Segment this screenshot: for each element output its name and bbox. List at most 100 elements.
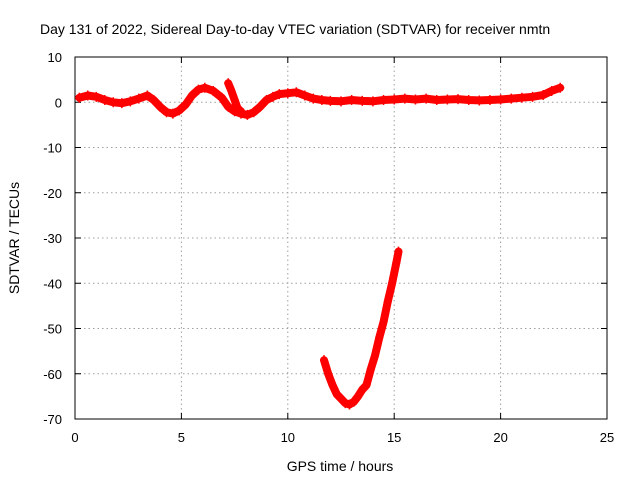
series-dip bbox=[319, 246, 403, 410]
data-point bbox=[262, 94, 271, 105]
series-trace bbox=[320, 247, 403, 409]
data-point bbox=[236, 106, 245, 117]
data-point bbox=[366, 364, 375, 375]
data-point bbox=[243, 109, 252, 120]
y-axis-label: SDTVAR / TECUs bbox=[6, 182, 22, 294]
y-tick-label: -30 bbox=[43, 231, 62, 246]
data-point bbox=[100, 94, 109, 105]
y-tick-label: -10 bbox=[43, 141, 62, 156]
data-point bbox=[379, 94, 388, 105]
data-point bbox=[309, 93, 318, 104]
series-layer bbox=[75, 78, 565, 410]
data-point bbox=[162, 107, 171, 118]
data-point bbox=[422, 93, 431, 104]
data-point bbox=[362, 380, 371, 391]
data-point bbox=[194, 84, 203, 95]
data-point bbox=[394, 246, 403, 257]
data-point bbox=[134, 93, 143, 104]
y-tick-label: 10 bbox=[48, 50, 62, 65]
data-point bbox=[92, 91, 101, 102]
data-point bbox=[337, 393, 345, 404]
data-point bbox=[349, 396, 358, 407]
data-point bbox=[126, 96, 135, 107]
x-axis-label: GPS time / hours bbox=[287, 458, 394, 474]
y-tick-label: -50 bbox=[43, 322, 62, 337]
y-tick-label: -40 bbox=[43, 276, 62, 291]
data-point bbox=[319, 355, 328, 366]
ticks: 0 5 10 15 20 25 10 0 -10 -20 -30 -40 -50 -60 -70 bbox=[43, 50, 614, 445]
data-point bbox=[379, 316, 388, 327]
data-point bbox=[292, 87, 301, 98]
data-point bbox=[443, 94, 452, 105]
x-tick-label: 10 bbox=[281, 430, 295, 445]
y-tick-label: -70 bbox=[43, 412, 62, 427]
data-point bbox=[283, 88, 292, 99]
x-tick-label: 20 bbox=[493, 430, 507, 445]
data-point bbox=[181, 99, 190, 110]
data-point bbox=[358, 384, 367, 395]
data-point bbox=[224, 101, 233, 112]
y-tick-label: 0 bbox=[55, 95, 62, 110]
data-point bbox=[358, 95, 367, 106]
data-point bbox=[411, 94, 420, 105]
data-point bbox=[275, 89, 284, 100]
data-point bbox=[454, 94, 463, 105]
data-point bbox=[392, 257, 401, 268]
data-point bbox=[209, 85, 218, 96]
grid bbox=[75, 57, 607, 419]
x-tick-label: 0 bbox=[71, 430, 78, 445]
data-point bbox=[475, 95, 484, 106]
data-point bbox=[528, 91, 537, 102]
chart-title: Day 131 of 2022, Sidereal Day-to-day VTE… bbox=[40, 21, 550, 37]
data-point bbox=[75, 92, 84, 103]
x-tick-label: 15 bbox=[387, 430, 401, 445]
data-point bbox=[224, 78, 233, 89]
series-trace bbox=[75, 83, 565, 119]
data-point bbox=[400, 93, 409, 104]
data-point bbox=[485, 94, 494, 105]
y-tick-label: -20 bbox=[43, 186, 62, 201]
data-point bbox=[149, 94, 158, 105]
data-point bbox=[539, 90, 548, 101]
data-point bbox=[168, 108, 177, 119]
data-point bbox=[432, 94, 441, 105]
data-point bbox=[83, 90, 92, 101]
data-point bbox=[268, 91, 277, 102]
data-point bbox=[143, 90, 152, 101]
plot-frame bbox=[74, 56, 608, 420]
data-point bbox=[217, 92, 226, 103]
y-tick-label: -60 bbox=[43, 367, 62, 382]
data-point bbox=[324, 368, 333, 379]
data-point bbox=[371, 350, 380, 361]
data-point bbox=[256, 101, 265, 112]
data-point bbox=[117, 98, 126, 109]
data-point bbox=[345, 399, 354, 410]
x-tick-label: 25 bbox=[600, 430, 614, 445]
data-point bbox=[332, 389, 341, 400]
data-point bbox=[230, 94, 239, 105]
data-point bbox=[328, 380, 337, 391]
data-point bbox=[300, 90, 309, 101]
data-point bbox=[337, 96, 345, 107]
data-point bbox=[109, 97, 118, 108]
data-point bbox=[464, 94, 473, 105]
data-point bbox=[368, 96, 377, 107]
data-point bbox=[496, 94, 505, 105]
x-tick-label: 5 bbox=[178, 430, 185, 445]
data-point bbox=[326, 95, 335, 106]
data-point bbox=[341, 398, 350, 409]
data-point bbox=[390, 94, 399, 105]
data-point bbox=[547, 85, 556, 96]
data-point bbox=[388, 278, 397, 289]
data-point bbox=[347, 94, 356, 105]
series-spike bbox=[224, 78, 245, 117]
data-point bbox=[507, 93, 516, 104]
series-main-arc bbox=[75, 82, 565, 120]
data-point bbox=[249, 107, 258, 118]
data-point bbox=[517, 92, 526, 103]
data-point bbox=[354, 391, 363, 402]
data-point bbox=[200, 82, 209, 93]
data-point bbox=[383, 296, 392, 307]
data-point bbox=[156, 101, 165, 112]
